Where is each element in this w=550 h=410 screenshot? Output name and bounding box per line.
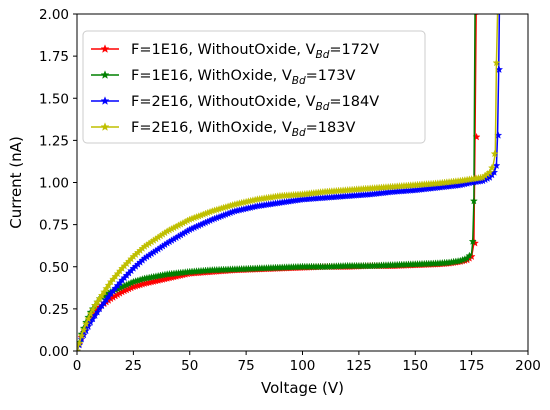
legend-label-tail: =184V [329, 94, 379, 110]
y-tick-label: 0.25 [39, 302, 69, 318]
legend-label: F=1E16, WithOxide, VBd=173V [131, 68, 355, 87]
series-1-markers [77, 132, 481, 351]
legend-label: F=1E16, WithoutOxide, VBd=172V [131, 42, 379, 61]
series-layer [77, 14, 504, 351]
legend-box [82, 30, 426, 144]
legend-label-tail: =172V [329, 42, 379, 58]
series-4 [77, 14, 501, 351]
x-axis-ticks: 0 25 50 75 100 125 150 175 200 [73, 351, 541, 374]
y-tick-label: 1.00 [39, 176, 69, 192]
legend-star-icon [100, 44, 110, 53]
legend-item-3: F=2E16, WithoutOxide, VBd=184V [91, 94, 379, 113]
y-axis-label: Current (nA) [7, 136, 25, 229]
x-axis-label: Voltage (V) [261, 379, 344, 397]
legend-label: F=2E16, WithOxide, VBd=183V [131, 120, 355, 139]
legend-label-main: F=2E16, WithOxide, V [131, 120, 292, 136]
y-tick-label: 0.00 [39, 344, 69, 360]
series-2-markers [77, 196, 478, 351]
x-tick-label: 150 [402, 358, 428, 374]
legend-item-1: F=1E16, WithoutOxide, VBd=172V [91, 42, 379, 61]
legend-star-icon [100, 70, 110, 79]
y-tick-label: 1.50 [39, 91, 69, 107]
x-tick-label: 50 [181, 358, 198, 374]
series-3-line [77, 14, 501, 351]
legend-item-4: F=2E16, WithOxide, VBd=183V [91, 120, 355, 139]
series-4-line [77, 14, 499, 351]
legend-label-sub: Bd [292, 75, 306, 87]
legend-label-main: F=1E16, WithOxide, V [131, 68, 292, 84]
y-tick-label: 1.25 [39, 133, 69, 149]
x-tick-label: 200 [515, 358, 541, 374]
x-tick-label: 100 [290, 358, 316, 374]
legend-label-tail: =173V [306, 68, 356, 84]
legend-label-tail: =183V [306, 120, 356, 136]
x-tick-label: 175 [459, 358, 485, 374]
legend-star-icon [100, 122, 110, 131]
y-tick-label: 1.75 [39, 49, 69, 65]
x-tick-label: 125 [346, 358, 372, 374]
x-tick-label: 0 [73, 358, 82, 374]
y-tick-label: 0.50 [39, 260, 69, 276]
legend-star-icon [100, 96, 110, 105]
legend-label-main: F=2E16, WithoutOxide, V [131, 94, 316, 110]
y-tick-label: 0.75 [39, 218, 69, 234]
legend-label-sub: Bd [316, 49, 330, 61]
x-tick-label: 75 [238, 358, 255, 374]
legend-label: F=2E16, WithoutOxide, VBd=184V [131, 94, 379, 113]
y-axis-ticks: 0.00 0.25 0.50 0.75 1.00 1.25 1.50 1.75 2.00 [39, 7, 77, 360]
legend-label-main: F=1E16, WithoutOxide, V [131, 42, 316, 58]
legend-item-2: F=1E16, WithOxide, VBd=173V [91, 68, 355, 87]
legend-label-sub: Bd [316, 101, 330, 113]
y-tick-label: 2.00 [39, 7, 69, 23]
x-tick-label: 25 [125, 358, 142, 374]
legend-label-sub: Bd [292, 127, 306, 139]
